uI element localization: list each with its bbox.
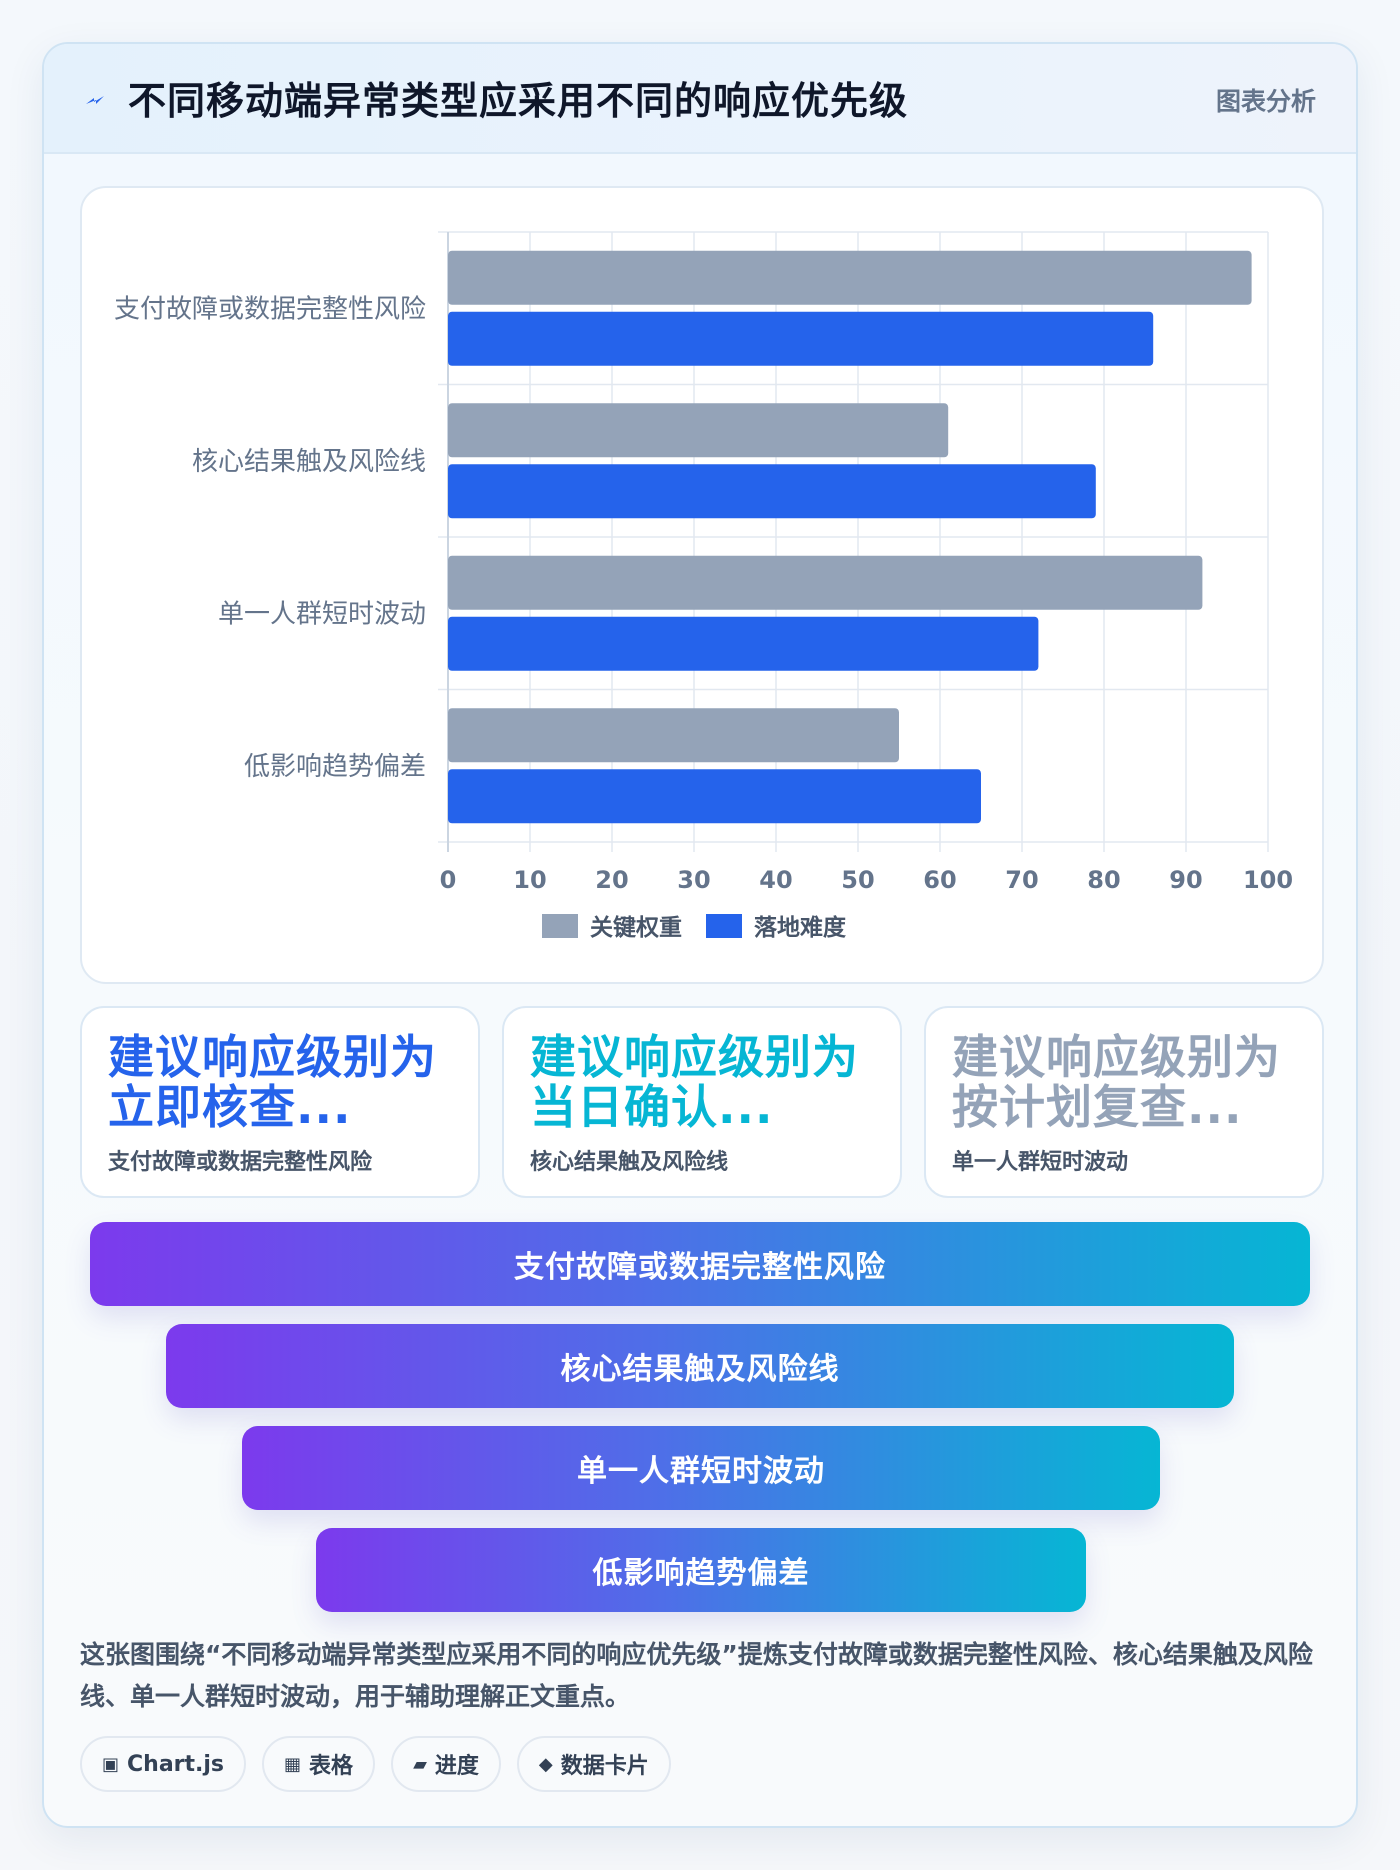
chip-label: 表格 (309, 1754, 354, 1779)
chip-label: Chart.js (127, 1751, 225, 1777)
chip-data-card[interactable]: ◆ 数据卡片 (516, 1736, 671, 1792)
funnel-row-label: 单一人群短时波动 (577, 1454, 825, 1489)
lightning-icon (86, 96, 104, 104)
summary-text: 这张图围绕“不同移动端异常类型应采用不同的响应优先级”提炼支付故障或数据完整性风… (80, 1640, 1313, 1711)
funnel-row-2: 核心结果触及风险线 (166, 1324, 1234, 1408)
bar-difficulty (448, 769, 981, 824)
bar-difficulty (448, 464, 1096, 519)
chart-icon: ▣ (102, 1753, 120, 1775)
category-label: 单一人群短时波动 (218, 599, 426, 629)
stat-card-same-day: 建议响应级别为当日确认... 核心结果触及风险线 (502, 1006, 902, 1198)
progress-icon: ▰ (413, 1753, 427, 1775)
x-tick-label: 30 (677, 866, 710, 894)
chip-label: 进度 (434, 1754, 479, 1779)
x-tick-label: 60 (923, 866, 956, 894)
card-header: 不同移动端异常类型应采用不同的响应优先级 图表分析 (44, 44, 1356, 154)
category-label: 支付故障或数据完整性风险 (114, 294, 426, 324)
stat-card-value: 建议响应级别为按计划复查... (952, 1032, 1281, 1132)
x-tick-label: 40 (759, 866, 792, 894)
stat-card-immediate: 建议响应级别为立即核查... 支付故障或数据完整性风险 (80, 1006, 480, 1198)
table-icon: ▦ (284, 1753, 302, 1775)
legend-label: 落地难度 (754, 914, 847, 941)
bar-weight (448, 708, 899, 763)
bar-difficulty (448, 616, 1039, 671)
x-tick-label: 80 (1087, 866, 1120, 894)
legend-swatch (542, 914, 578, 938)
tag-chips: ▣ Chart.js ▦ 表格 ▰ 进度 ◆ 数据卡片 (80, 1736, 671, 1792)
page-title: 不同移动端异常类型应采用不同的响应优先级 (128, 79, 909, 123)
funnel-row-label: 核心结果触及风险线 (560, 1352, 840, 1387)
funnel-row-3: 单一人群短时波动 (242, 1426, 1160, 1510)
stat-card-value: 建议响应级别为当日确认... (530, 1032, 859, 1132)
bar-weight (448, 403, 949, 458)
funnel-row-4: 低影响趋势偏差 (316, 1528, 1086, 1612)
data-card-icon: ◆ (538, 1753, 553, 1775)
x-tick-label: 0 (440, 866, 457, 894)
x-tick-label: 20 (595, 866, 628, 894)
bar-weight (448, 250, 1252, 305)
x-tick-label: 10 (513, 866, 546, 894)
funnel-row-label: 低影响趋势偏差 (592, 1556, 810, 1591)
bar-difficulty (448, 311, 1154, 366)
legend-label: 关键权重 (590, 914, 682, 941)
x-tick-label: 90 (1169, 866, 1202, 894)
x-tick-label: 50 (841, 866, 874, 894)
funnel-row-label: 支付故障或数据完整性风险 (514, 1250, 886, 1285)
x-tick-label: 100 (1243, 866, 1293, 894)
category-label: 低影响趋势偏差 (244, 752, 426, 782)
chip-chartjs[interactable]: ▣ Chart.js (80, 1736, 247, 1792)
legend-swatch (706, 914, 742, 938)
chip-label: 数据卡片 (560, 1754, 649, 1779)
chart-card: 不同移动端异常类型应采用不同的响应优先级 图表分析 支付故障或数据完整性风险 核心… (42, 42, 1358, 1828)
stat-card-scheduled: 建议响应级别为按计划复查... 单一人群短时波动 (924, 1006, 1324, 1198)
bar-weight (448, 555, 1203, 610)
chip-progress[interactable]: ▰ 进度 (391, 1736, 501, 1792)
x-tick-label: 70 (1005, 866, 1038, 894)
chart-analysis-tag: 图表分析 (1215, 87, 1316, 116)
stat-card-label: 单一人群短时波动 (952, 1150, 1129, 1175)
chip-table[interactable]: ▦ 表格 (262, 1736, 376, 1792)
stat-card-label: 核心结果触及风险线 (530, 1150, 729, 1175)
chart-panel: 支付故障或数据完整性风险核心结果触及风险线单一人群短时波动低影响趋势偏差 0 10 2… (80, 186, 1324, 984)
stat-card-label: 支付故障或数据完整性风险 (108, 1150, 373, 1175)
stat-card-value: 建议响应级别为立即核查... (108, 1032, 437, 1132)
funnel-row-1: 支付故障或数据完整性风险 (90, 1222, 1310, 1306)
category-label: 核心结果触及风险线 (192, 447, 426, 477)
